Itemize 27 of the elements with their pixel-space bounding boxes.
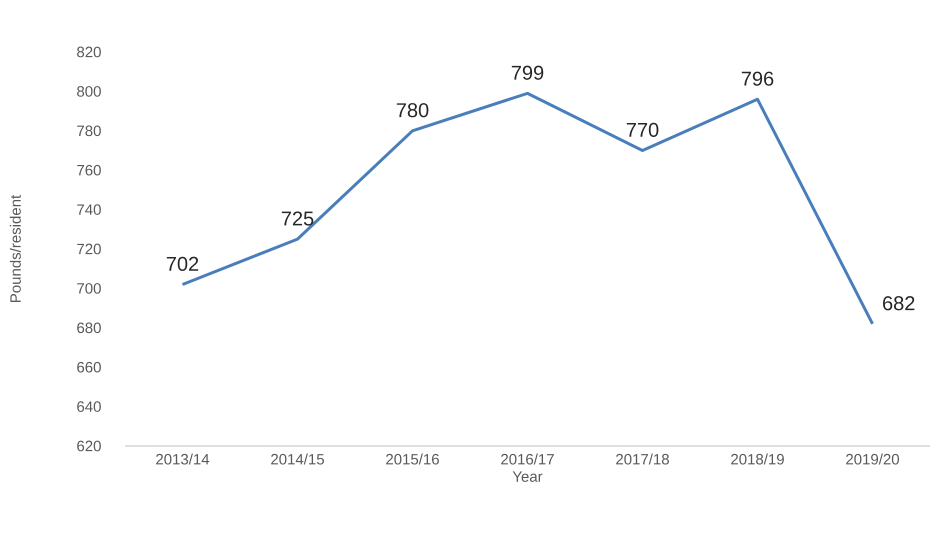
data-label: 702	[166, 256, 198, 271]
data-label: 682	[883, 296, 914, 310]
data-label: 725	[282, 211, 314, 226]
y-tick-label: 680	[77, 322, 101, 334]
y-tick-label: 700	[77, 283, 101, 294]
y-tick-label: 780	[77, 125, 101, 136]
x-tick-label: 2016/17	[501, 454, 554, 465]
data-label: 780	[396, 103, 428, 118]
y-tick-label: 620	[77, 440, 101, 452]
y-tick-label: 820	[77, 46, 101, 58]
x-axis-title: Year	[512, 471, 542, 482]
x-tick-label: 2013/14	[156, 454, 210, 465]
x-tick-label: 2015/16	[386, 454, 439, 465]
y-tick-label: 640	[77, 401, 101, 412]
data-label: 770	[626, 122, 658, 137]
x-tick-label: 2014/15	[271, 454, 324, 465]
x-tick-label: 2017/18	[616, 454, 669, 465]
y-tick-label: 800	[77, 86, 101, 97]
x-tick-label: 2019/20	[846, 454, 900, 465]
y-tick-label: 720	[77, 244, 101, 254]
data-label: 796	[742, 72, 774, 86]
y-tick-label: 660	[77, 362, 101, 373]
y-axis-title: Pounds/resident	[10, 194, 21, 302]
data-label: 799	[512, 66, 544, 80]
y-tick-label: 740	[77, 204, 101, 215]
y-tick-label: 760	[77, 164, 101, 176]
x-tick-label: 2018/19	[731, 454, 784, 465]
